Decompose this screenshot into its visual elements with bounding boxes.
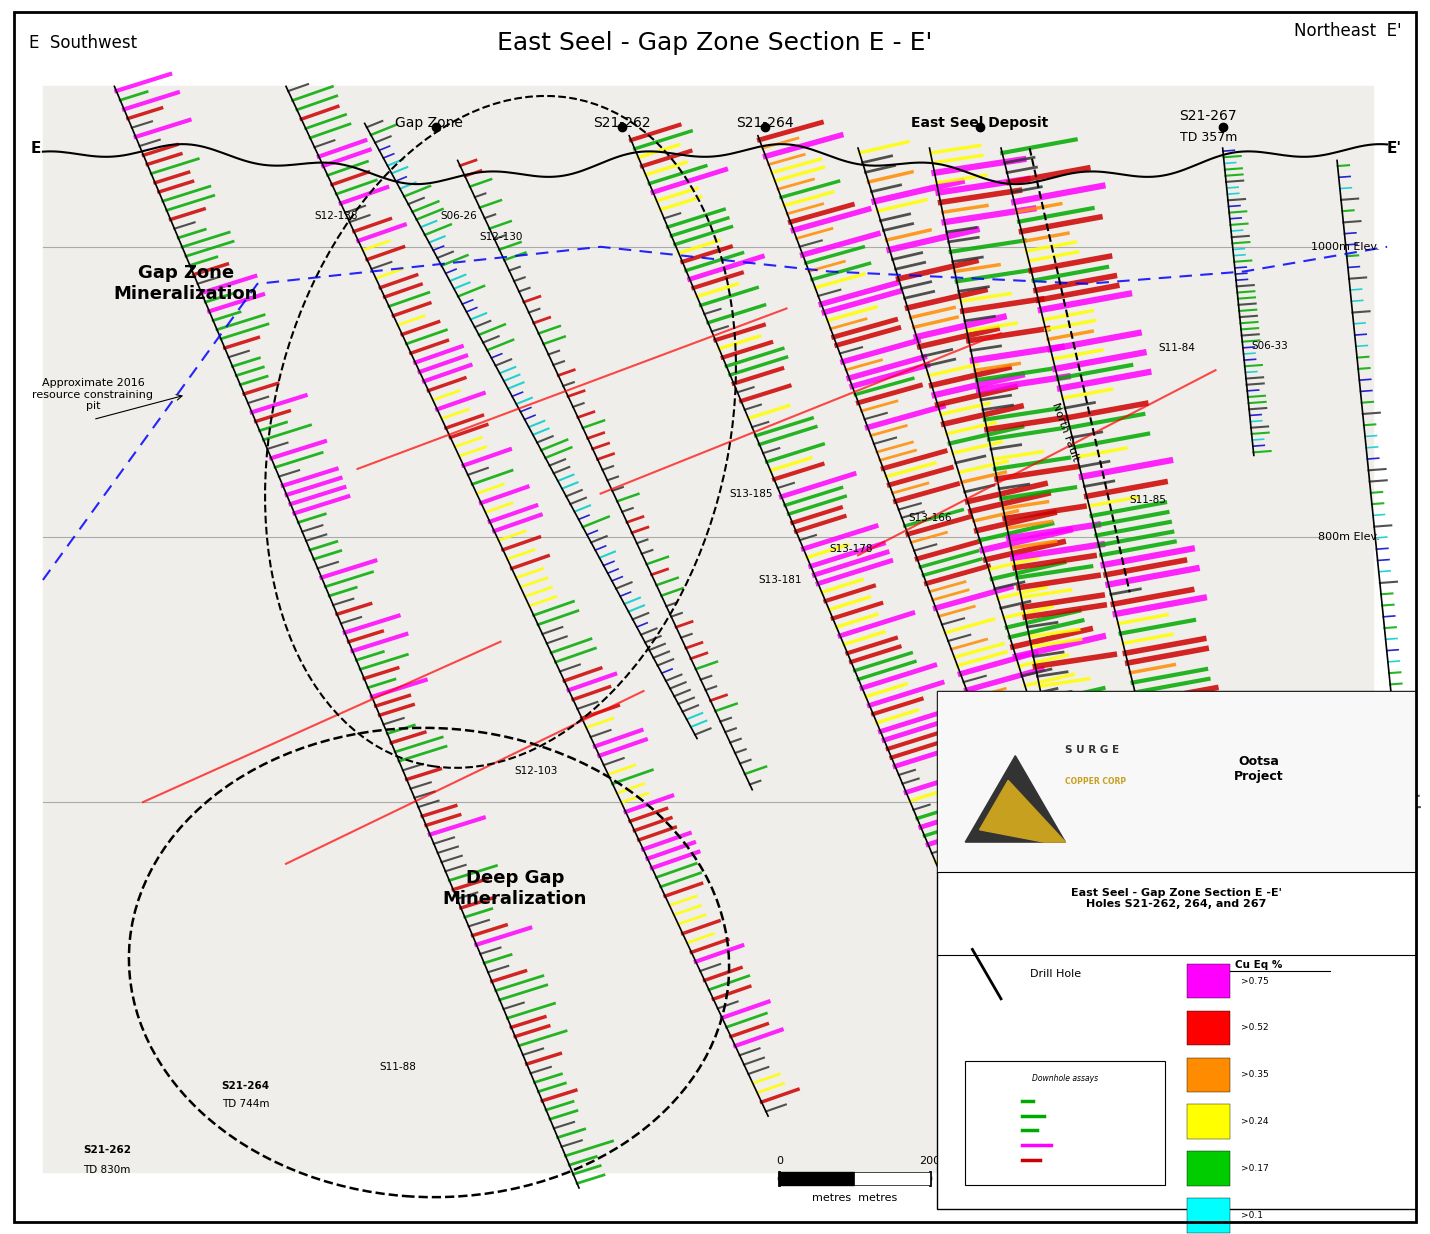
Text: E  Southwest: E Southwest [29,35,137,52]
Bar [937,691,1416,872]
Polygon shape [965,755,1065,842]
Text: TD 830m: TD 830m [83,1165,130,1175]
Text: Gap Zone
Mineralization: Gap Zone Mineralization [114,264,257,304]
Bar [1187,1151,1230,1186]
Text: 800m Elev.: 800m Elev. [1318,532,1380,542]
Text: TD 357m: TD 357m [1180,131,1237,144]
Text: >0.52: >0.52 [1241,1023,1268,1033]
Text: S06-33: S06-33 [1251,341,1288,350]
Bar [1187,1198,1230,1233]
Text: Ootsa
Project: Ootsa Project [1234,755,1283,782]
Polygon shape [980,780,1065,842]
Text: >0.75: >0.75 [1241,976,1268,986]
Bar [965,1061,1165,1185]
Text: E: E [30,141,41,155]
Text: S11-84: S11-84 [1158,343,1195,353]
Text: S13-178: S13-178 [829,544,872,554]
Text: S21-264: S21-264 [222,1081,270,1091]
Text: Cu Eq %: Cu Eq % [1234,960,1283,970]
Bar [1187,1104,1230,1139]
Text: S12-138: S12-138 [315,211,358,221]
Bar [1187,1011,1230,1045]
Text: COPPER CORP: COPPER CORP [1065,777,1127,786]
Text: >0.1: >0.1 [1241,1211,1263,1220]
Text: East Seel Deposit: East Seel Deposit [911,116,1048,130]
Text: S21-262: S21-262 [83,1145,132,1155]
Text: North Fault: North Fault [1050,401,1081,463]
Text: S13-166: S13-166 [908,513,951,523]
Text: 200: 200 [919,1156,940,1166]
Text: Gap Zone: Gap Zone [395,116,463,130]
Bar [43,86,1373,1172]
Text: S13-185: S13-185 [729,489,772,499]
Bar [855,1172,930,1185]
Text: 600m Elev.: 600m Elev. [1318,797,1380,807]
Text: Deep Gap
Mineralization: Deep Gap Mineralization [443,869,586,908]
Text: S11-88: S11-88 [379,1062,416,1072]
Text: TD 744m: TD 744m [222,1099,269,1109]
Text: S21-264: S21-264 [736,116,794,130]
Text: metres  metres: metres metres [812,1193,897,1203]
Bar [779,1172,854,1185]
Text: S21-262: S21-262 [593,116,651,130]
Text: >0.17: >0.17 [1241,1164,1268,1174]
Text: S13-181: S13-181 [758,575,801,585]
Text: S21-267: S21-267 [1180,110,1237,123]
Text: >0.24: >0.24 [1241,1117,1268,1127]
Text: S12-103: S12-103 [515,766,558,776]
Text: E': E' [1387,141,1401,155]
Text: Downhole assays: Downhole assays [1032,1074,1098,1082]
Text: Drill Hole: Drill Hole [1030,969,1081,979]
Text: Approximate 2016
resource constraining
pit: Approximate 2016 resource constraining p… [33,379,153,411]
Text: 1000m Elev.: 1000m Elev. [1311,242,1380,252]
Text: S11-85: S11-85 [1130,495,1167,505]
Text: S U R G E: S U R G E [1065,745,1120,755]
Bar [1187,964,1230,998]
Text: 0: 0 [776,1156,782,1166]
Bar [1187,1058,1230,1092]
Text: >0.35: >0.35 [1241,1070,1268,1080]
Text: East Seel - Gap Zone Section E - E': East Seel - Gap Zone Section E - E' [498,31,932,56]
Text: Northeast  E': Northeast E' [1294,22,1401,39]
Text: East Seel - Gap Zone Section E -E'
Holes S21-262, 264, and 267: East Seel - Gap Zone Section E -E' Holes… [1071,887,1281,909]
Text: S12-130: S12-130 [479,232,522,242]
Text: S06-26: S06-26 [440,211,478,221]
Bar [937,691,1416,1209]
